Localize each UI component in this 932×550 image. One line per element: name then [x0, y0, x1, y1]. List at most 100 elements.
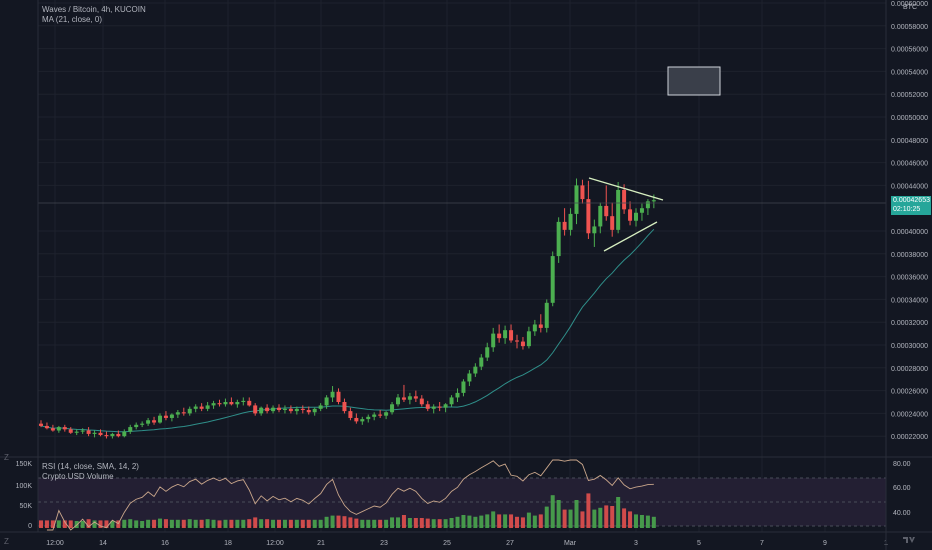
volume-bar — [259, 519, 264, 528]
volume-legend[interactable]: Crypto.USD Volume — [42, 472, 114, 481]
currency-label: BTC — [903, 4, 917, 11]
price-axis[interactable]: 0.00060000 0.00058000 0.00056000 0.00054000… — [891, 1, 928, 441]
volume-bar — [509, 514, 514, 528]
volume-bar — [520, 517, 525, 528]
time-axis-label: 9 — [823, 540, 827, 547]
candle-body — [158, 415, 162, 423]
candle-body — [396, 397, 400, 405]
volume-bar — [277, 519, 281, 528]
volume-bar — [324, 516, 329, 528]
candle-body — [306, 409, 311, 413]
triangle-upper-trendline[interactable] — [588, 177, 664, 201]
volume-bar — [336, 515, 341, 528]
rectangle-drawing[interactable] — [667, 66, 721, 96]
volume-bar — [116, 520, 121, 528]
candle-body — [110, 433, 115, 437]
candle-body — [378, 414, 383, 416]
volume-bar — [574, 500, 579, 528]
candle-body — [651, 200, 656, 202]
drawings-layer[interactable] — [38, 66, 886, 252]
candle-body — [62, 427, 67, 430]
time-axis-label: 18 — [224, 540, 232, 547]
zoom-reset-icon[interactable]: Z — [4, 537, 9, 546]
time-axis-label: 16 — [161, 540, 169, 547]
candle-body — [211, 403, 216, 406]
moving-average-line — [40, 228, 655, 433]
volume-bar — [562, 509, 567, 528]
candle-body — [104, 435, 109, 437]
candle-body — [574, 185, 579, 214]
volume-bar — [122, 519, 127, 528]
rsi-14-line — [46, 459, 654, 531]
volume-bar — [372, 519, 377, 528]
volume-bar — [318, 519, 323, 528]
volume-bar — [92, 520, 97, 528]
volume-bar — [592, 509, 597, 528]
volume-bar — [265, 519, 270, 528]
candle-body — [639, 208, 644, 213]
candle-body — [455, 392, 460, 398]
candle-body — [277, 407, 281, 410]
candle-body — [550, 256, 555, 303]
candle-body — [479, 357, 484, 367]
volume-bar — [598, 507, 603, 528]
volume-bar — [550, 495, 555, 528]
candle-body — [259, 407, 264, 414]
volume-bar — [288, 519, 293, 528]
volume-bar — [604, 505, 609, 528]
candle-body — [342, 402, 347, 412]
candle-body — [187, 408, 192, 414]
rsi-legend[interactable]: RSI (14, close, SMA, 14, 2) — [42, 462, 139, 471]
tradingview-logo-icon[interactable] — [903, 536, 915, 544]
volume-bar — [62, 520, 67, 528]
time-axis-label: 7 — [760, 540, 764, 547]
volume-bar — [360, 519, 365, 528]
volume-bar — [568, 509, 573, 528]
volume-bar — [140, 521, 145, 528]
rsi-axis-label: 40.00 — [893, 510, 911, 517]
candle-body — [128, 427, 133, 432]
candle-body — [288, 408, 293, 412]
time-axis-label: 12:00 — [46, 540, 64, 547]
symbol-title[interactable]: Waves / Bitcoin, 4h, KUCOIN — [42, 5, 146, 14]
axis-labels: 12:0014161812:0021232527Mar3579180.0060.… — [16, 461, 911, 547]
price-axis-label: 0.00054000 — [891, 69, 928, 76]
candle-body — [235, 402, 240, 405]
candlestick-series — [39, 178, 656, 439]
volume-bar — [366, 519, 371, 528]
volume-bar — [354, 518, 359, 528]
candle-body — [282, 408, 287, 410]
pane-zoom-icon[interactable]: Z — [4, 453, 9, 462]
triangle-lower-trendline[interactable] — [603, 221, 658, 252]
volume-bar — [455, 516, 460, 528]
candle-body — [86, 430, 91, 434]
candle-body — [50, 428, 55, 431]
candle-body — [431, 406, 436, 409]
candle-body — [622, 189, 627, 210]
candle-body — [461, 381, 466, 393]
volume-bar — [616, 497, 621, 528]
volume-bar — [181, 519, 186, 528]
volume-bar — [50, 520, 55, 528]
price-axis-label: 0.00048000 — [891, 138, 928, 145]
candle-body — [39, 423, 43, 426]
volume-bar — [158, 518, 162, 528]
volume-bar — [503, 514, 508, 528]
volume-bar — [282, 519, 287, 528]
candle-body — [616, 189, 621, 230]
volume-bar — [98, 520, 103, 528]
candle-body — [645, 201, 650, 209]
volume-bar — [485, 514, 490, 528]
volume-bar — [193, 519, 198, 528]
ma-21-line — [40, 228, 655, 433]
candle-body — [413, 396, 418, 399]
volume-bar — [229, 519, 234, 528]
ma-legend[interactable]: MA (21, close, 0) — [42, 15, 103, 24]
volume-bar — [247, 519, 252, 528]
candle-body — [175, 412, 180, 415]
candle-body — [116, 433, 121, 437]
price-axis-label: 0.00028000 — [891, 366, 928, 373]
candle-body — [80, 430, 85, 432]
volume-bar — [253, 517, 258, 528]
